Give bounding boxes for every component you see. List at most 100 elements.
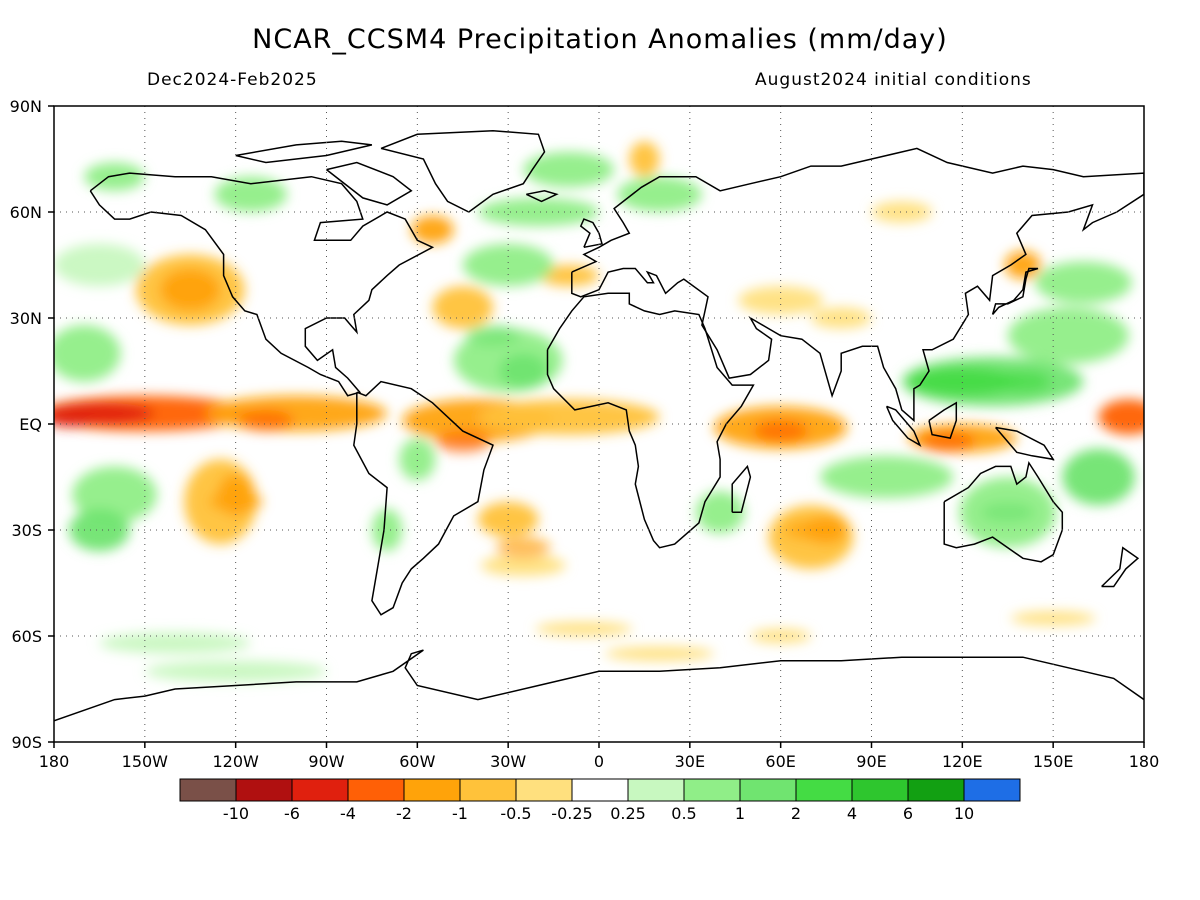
colorbar-label: 0.25 xyxy=(610,804,646,823)
coastline-new-guinea xyxy=(995,426,1055,461)
coastline-madagascar xyxy=(731,464,752,514)
anomaly-patch xyxy=(1007,307,1129,364)
anomaly-region-north-atlantic-wet xyxy=(465,325,521,347)
lat-tick-label: 60S xyxy=(11,627,42,646)
anomaly-patch xyxy=(477,197,599,227)
anomaly-region-southeast-pacific-dry xyxy=(208,491,263,513)
anomaly-patch xyxy=(480,554,566,576)
map-title: NCAR_CCSM4 Precipitation Anomalies (mm/d… xyxy=(252,24,948,55)
anomaly-patch xyxy=(907,367,1017,396)
lat-lon-grid xyxy=(54,106,1144,742)
anomaly-patch xyxy=(1035,261,1132,304)
anomaly-patch xyxy=(462,243,554,287)
colorbar-swatch xyxy=(851,778,909,802)
coastline-borneo xyxy=(928,401,958,439)
anomaly-patch xyxy=(738,286,824,315)
coastline-uk xyxy=(579,218,603,249)
continent-outlines xyxy=(54,129,1144,722)
lon-tick-label: 90W xyxy=(308,752,344,771)
colorbar-label: 1 xyxy=(735,804,745,823)
colorbar-swatch xyxy=(739,778,797,802)
anomaly-region-north-pacific-dry xyxy=(163,279,218,301)
lon-tick-label: 180 xyxy=(39,752,70,771)
lat-tick-label: 90N xyxy=(10,97,42,116)
anomaly-patch xyxy=(629,141,660,177)
colorbar-swatch xyxy=(347,778,405,802)
coastline-antarctica xyxy=(54,649,1144,722)
colorbar-label: 0.5 xyxy=(671,804,696,823)
anomaly-patch xyxy=(99,632,251,654)
colorbar: -10 -6 -4 -2 -1 -0.5 -0.25 0.25 0.5 1 2 4 6 10 xyxy=(179,778,1021,823)
anomaly-patch xyxy=(538,265,599,287)
lon-tick-label: 30W xyxy=(490,752,526,771)
lon-tick-label: 60E xyxy=(765,752,795,771)
colorbar-label: -2 xyxy=(396,804,412,823)
anomaly-patch xyxy=(411,215,454,244)
anomaly-region-brazil-dry xyxy=(435,431,490,453)
coastline-australia xyxy=(943,460,1064,563)
anomaly-patch xyxy=(84,162,145,191)
lat-tick-label: 30S xyxy=(11,521,42,540)
coastline-greenland xyxy=(380,129,546,213)
anomaly-patch xyxy=(214,176,288,212)
coastline-japan xyxy=(991,267,1039,315)
anomaly-patch xyxy=(477,399,660,435)
anomaly-patch xyxy=(72,466,157,523)
anomaly-patch xyxy=(1004,250,1042,280)
anomaly-patch xyxy=(499,353,548,389)
coastline-south-america xyxy=(353,380,494,616)
season-label: Dec2024-Feb2025 xyxy=(147,70,318,90)
lon-tick-label: 30E xyxy=(675,752,705,771)
colorbar-label: 6 xyxy=(903,804,913,823)
anomaly-patch xyxy=(1010,611,1096,626)
anomaly-patch xyxy=(69,508,130,552)
anomaly-patch xyxy=(54,243,145,287)
anomaly-patch xyxy=(523,151,615,188)
anomaly-patch xyxy=(432,286,494,329)
anomaly-patch xyxy=(535,621,633,637)
coastline-indonesia-sumatra xyxy=(885,405,922,447)
longitude-axis: 180 150W 120W 90W 60W 30W 0 30E 60E 90E 120E 150E 18… xyxy=(39,742,1160,771)
coastline-baffin xyxy=(326,161,413,206)
anomaly-region-west-pacific-wet xyxy=(995,371,1051,393)
lon-tick-label: 180 xyxy=(1129,752,1160,771)
anomaly-region-central-pacific-dry xyxy=(238,409,294,432)
anomaly-patch xyxy=(810,307,872,329)
anomaly-region-indian-ocean-dry xyxy=(753,420,808,442)
colorbar-label: -0.5 xyxy=(500,804,531,823)
anomaly-patch xyxy=(399,438,436,481)
lon-tick-label: 60W xyxy=(399,752,435,771)
coastline-new-zealand xyxy=(1101,546,1140,588)
coastline-africa xyxy=(546,292,755,549)
anomaly-patch xyxy=(820,455,954,499)
colorbar-swatch xyxy=(403,778,461,802)
lat-tick-label: 60N xyxy=(10,203,42,222)
anomaly-patch xyxy=(205,395,388,432)
anomaly-patch xyxy=(605,646,715,661)
lat-tick-label: 30N xyxy=(10,309,42,328)
colorbar-swatch xyxy=(291,778,349,802)
coastline-north-america xyxy=(89,172,435,397)
colorbar-swatch xyxy=(683,778,741,802)
lon-tick-label: 120W xyxy=(212,752,259,771)
colorbar-swatch xyxy=(627,778,685,802)
colorbar-label: -4 xyxy=(340,804,356,823)
anomaly-patch xyxy=(871,201,933,223)
colorbar-label: -0.25 xyxy=(551,804,592,823)
anomaly-field xyxy=(54,141,1144,682)
anomaly-patch xyxy=(54,325,121,382)
lon-tick-label: 150E xyxy=(1033,752,1074,771)
latitude-axis: 90N 60N 30N EQ 30S 60S 90S xyxy=(10,97,54,752)
colorbar-swatch xyxy=(459,778,517,802)
coastline-arctic-islands xyxy=(235,140,373,164)
anomaly-patch xyxy=(371,508,403,552)
colorbar-label: 4 xyxy=(847,804,857,823)
colorbar-swatch xyxy=(963,778,1021,802)
lat-tick-label: EQ xyxy=(19,415,42,434)
init-conditions-label: August2024 initial conditions xyxy=(755,70,1032,90)
colorbar-swatch xyxy=(515,778,573,802)
colorbar-swatch xyxy=(179,778,237,802)
colorbar-swatch xyxy=(235,778,293,802)
lon-tick-label: 150W xyxy=(122,752,169,771)
